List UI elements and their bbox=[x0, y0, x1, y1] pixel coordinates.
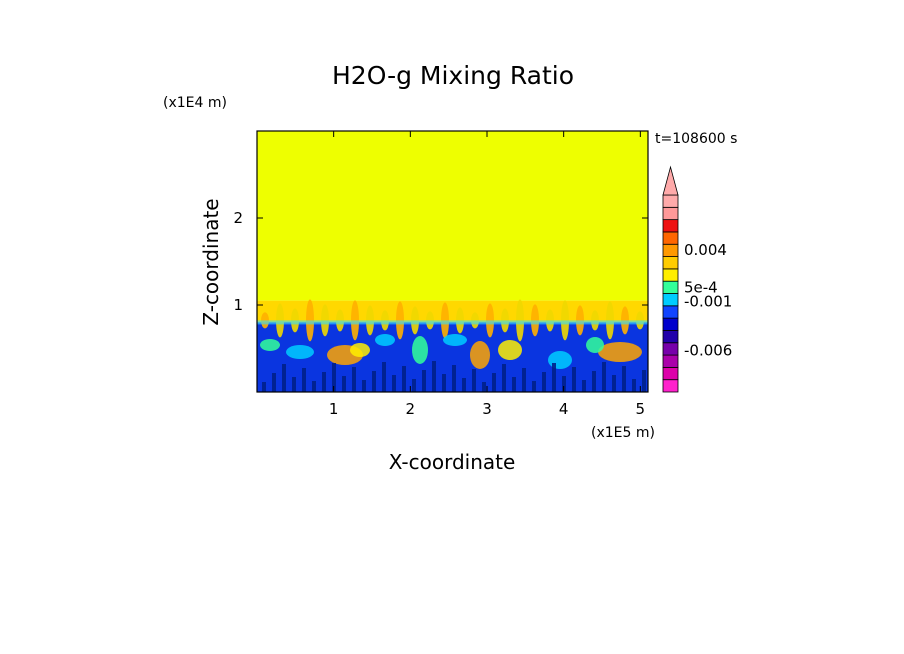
streak-33 bbox=[592, 371, 596, 392]
blob-8 bbox=[548, 351, 572, 369]
streak-32 bbox=[582, 380, 586, 392]
blob-11 bbox=[443, 334, 467, 346]
streak-24 bbox=[502, 364, 506, 392]
y-unit-label: (x1E4 m) bbox=[163, 95, 227, 111]
streak-4 bbox=[302, 368, 306, 392]
streak-12 bbox=[382, 362, 386, 392]
colorbar-label-3: -0.006 bbox=[684, 342, 732, 360]
streak-8 bbox=[342, 376, 346, 392]
streak-25 bbox=[512, 377, 516, 392]
y-ticks: 12 bbox=[233, 209, 648, 314]
streak-35 bbox=[612, 375, 616, 392]
colorbar-segment-6 bbox=[662, 305, 679, 319]
colorbar-segment-9 bbox=[662, 268, 679, 282]
colorbar-segment-15 bbox=[662, 194, 679, 208]
plot-area bbox=[257, 131, 656, 392]
colorbar-segment-14 bbox=[662, 206, 679, 221]
streak-10 bbox=[362, 380, 366, 392]
colorbar-segment-4 bbox=[662, 330, 679, 344]
streak-18 bbox=[442, 374, 446, 392]
y-tick-label-0: 1 bbox=[233, 296, 243, 314]
colorbar: 0.004 5e-4-0.001 -0.006 bbox=[662, 165, 732, 393]
streak-23 bbox=[492, 373, 496, 392]
streak-5 bbox=[312, 381, 316, 392]
streak-21 bbox=[472, 369, 476, 392]
x-tick-label-2: 3 bbox=[482, 400, 492, 418]
x-tick-label-1: 2 bbox=[406, 400, 416, 418]
colorbar-segment-2 bbox=[662, 354, 679, 368]
blob-6 bbox=[286, 345, 314, 359]
colorbar-label-2: -0.001 bbox=[684, 292, 732, 310]
x-tick-label-3: 4 bbox=[559, 400, 569, 418]
layer-upper bbox=[257, 131, 648, 301]
streak-22 bbox=[482, 382, 486, 392]
streak-31 bbox=[572, 367, 576, 392]
colorbar-segment-3 bbox=[662, 342, 679, 356]
chart-title: H2O-g Mixing Ratio bbox=[332, 61, 574, 90]
colorbar-segment-8 bbox=[662, 280, 679, 294]
streak-1 bbox=[272, 373, 276, 392]
blob-2 bbox=[598, 342, 642, 362]
streak-28 bbox=[542, 372, 546, 392]
streak-0 bbox=[262, 382, 266, 392]
x-tick-label-0: 1 bbox=[329, 400, 339, 418]
colorbar-segment-10 bbox=[662, 256, 679, 270]
streak-36 bbox=[622, 366, 626, 392]
colorbar-label-0: 0.004 bbox=[684, 241, 727, 259]
time-label: t=108600 s bbox=[655, 131, 737, 147]
boundary-band bbox=[257, 320, 648, 325]
streak-29 bbox=[552, 363, 556, 392]
y-axis-label: Z-coordinate bbox=[199, 198, 223, 325]
blob-1 bbox=[350, 343, 370, 357]
blob-9 bbox=[586, 337, 604, 353]
streak-15 bbox=[412, 379, 416, 392]
streak-3 bbox=[292, 377, 296, 392]
streak-16 bbox=[422, 370, 426, 392]
x-unit-label: (x1E5 m) bbox=[591, 425, 655, 441]
colorbar-segment-11 bbox=[662, 243, 679, 257]
streak-38 bbox=[642, 370, 646, 392]
streak-7 bbox=[332, 363, 336, 392]
colorbar-segment-0 bbox=[662, 379, 679, 393]
colorbar-arrow bbox=[662, 165, 679, 196]
streak-34 bbox=[602, 362, 606, 392]
colorbar-segment-13 bbox=[662, 219, 679, 233]
streak-13 bbox=[392, 375, 396, 392]
streak-27 bbox=[532, 381, 536, 392]
colorbar-label-1: 5e-4 bbox=[684, 279, 718, 297]
streak-19 bbox=[452, 365, 456, 392]
y-tick-label-1: 2 bbox=[233, 209, 243, 227]
streak-30 bbox=[562, 376, 566, 392]
streak-37 bbox=[632, 379, 636, 392]
colorbar-segment-5 bbox=[662, 317, 679, 331]
colorbar-segment-12 bbox=[662, 231, 679, 245]
field-texture bbox=[257, 299, 656, 392]
x-tick-label-4: 5 bbox=[636, 400, 646, 418]
streak-14 bbox=[402, 366, 406, 392]
streak-17 bbox=[432, 361, 436, 392]
blob-5 bbox=[260, 339, 280, 351]
x-ticks: 1 2 3 4 5 bbox=[329, 131, 645, 418]
colorbar-segment-7 bbox=[662, 293, 679, 307]
layer-transition bbox=[257, 300, 648, 323]
streak-2 bbox=[282, 364, 286, 392]
streak-20 bbox=[462, 378, 466, 392]
plot-frame bbox=[256, 130, 649, 393]
blob-3 bbox=[470, 341, 490, 369]
blob-7 bbox=[412, 336, 428, 364]
streak-6 bbox=[322, 372, 326, 392]
streak-39 bbox=[652, 361, 656, 392]
streak-26 bbox=[522, 368, 526, 392]
blob-4 bbox=[498, 340, 522, 360]
x-axis-label: X-coordinate bbox=[389, 450, 516, 474]
streak-9 bbox=[352, 367, 356, 392]
blob-10 bbox=[375, 334, 395, 346]
colorbar-segment-1 bbox=[662, 366, 679, 381]
streak-11 bbox=[372, 371, 376, 392]
